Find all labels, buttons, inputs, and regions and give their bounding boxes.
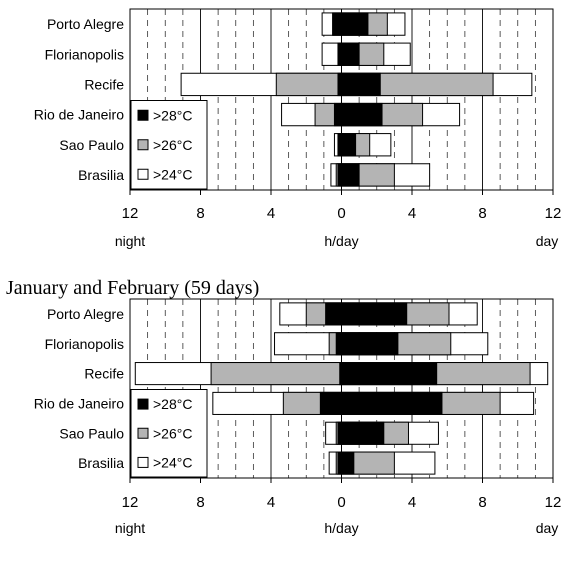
bar-segment <box>337 72 381 97</box>
x-axis-label: h/day <box>324 520 358 536</box>
bar-segment <box>337 133 357 157</box>
category-label: Porto Alegre <box>47 16 124 32</box>
x-tick-label: 4 <box>267 494 275 511</box>
x-tick-label: 12 <box>545 205 562 222</box>
legend: >28°C >26°C >24°C <box>130 100 208 190</box>
legend-label: >24°C <box>153 454 192 470</box>
category-label: Recife <box>84 366 124 382</box>
category-label: Sao Paulo <box>59 137 124 153</box>
x-tick-label: 0 <box>337 494 345 511</box>
x-tick-label: 12 <box>122 494 139 511</box>
legend-swatch <box>137 456 149 468</box>
x-label-day: day <box>536 520 559 536</box>
chart-caption: January and February (59 days) <box>6 277 260 299</box>
legend: >28°C >26°C >24°C <box>130 389 208 478</box>
legend-swatch <box>137 427 149 439</box>
x-tick-label: 12 <box>122 205 139 222</box>
x-label-night: night <box>115 520 145 536</box>
legend-swatch <box>137 139 149 151</box>
x-tick-label: 0 <box>337 205 345 222</box>
category-label: Recife <box>84 76 124 92</box>
legend-label: >28°C <box>153 396 192 412</box>
legend-swatch <box>137 168 149 180</box>
bar-segment <box>325 302 408 326</box>
x-tick-label: 8 <box>196 494 204 511</box>
x-tick-label: 12 <box>545 494 562 511</box>
x-axis-label: h/day <box>324 233 358 249</box>
legend-swatch <box>137 109 149 121</box>
bar-segment <box>319 391 443 415</box>
category-label: Porto Alegre <box>47 306 124 322</box>
bar-segment <box>337 451 355 475</box>
legend-label: >26°C <box>153 425 192 441</box>
x-tick-label: 8 <box>478 205 486 222</box>
category-label: Rio de Janeiro <box>34 107 124 123</box>
chart-1: Porto Alegre Florianopolis Recife Rio de Ja… <box>34 8 562 249</box>
x-tick-label: 8 <box>478 494 486 511</box>
legend-label: >26°C <box>153 137 192 153</box>
bar-segment <box>337 42 360 66</box>
category-label: Sao Paulo <box>59 425 124 441</box>
category-label: Florianopolis <box>45 336 124 352</box>
bar-segment <box>332 12 369 36</box>
bar-segment <box>337 421 385 445</box>
legend-label: >24°C <box>153 166 192 182</box>
bar-segment <box>275 72 494 97</box>
category-label: Brasilia <box>78 167 124 183</box>
x-tick-label: 4 <box>408 205 416 222</box>
bar-segment <box>337 163 360 187</box>
x-tick-label: 4 <box>267 205 275 222</box>
bar-segment <box>335 332 399 356</box>
chart-2: Porto Alegre Florianopolis Recife Rio de Ja… <box>34 298 562 536</box>
legend-label: >28°C <box>153 107 192 123</box>
x-label-day: day <box>536 233 559 249</box>
legend-swatch <box>137 398 149 410</box>
category-label: Florianopolis <box>45 46 124 62</box>
x-tick-label: 8 <box>196 205 204 222</box>
bar-segment <box>333 102 383 127</box>
bar-segment <box>339 362 438 386</box>
category-label: Brasilia <box>78 455 124 471</box>
category-label: Rio de Janeiro <box>34 395 124 411</box>
x-tick-label: 4 <box>408 494 416 511</box>
x-label-night: night <box>115 233 145 249</box>
